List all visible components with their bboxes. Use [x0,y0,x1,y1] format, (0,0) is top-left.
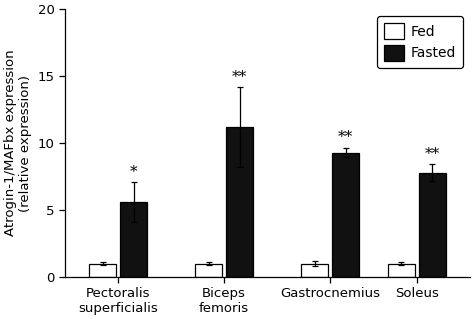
Bar [301,264,328,277]
Y-axis label: Atrogin-1/MAFbx expression
(relative expression): Atrogin-1/MAFbx expression (relative exp… [4,50,32,236]
Legend: Fed, Fasted: Fed, Fasted [377,16,463,68]
Text: *: * [130,165,137,179]
Bar [195,264,222,277]
Text: **: ** [338,130,353,145]
Text: **: ** [232,70,247,84]
Bar [120,202,147,277]
Text: **: ** [425,146,440,160]
Bar [226,127,253,277]
Bar [332,152,359,277]
Bar [388,264,415,277]
Bar [419,173,446,277]
Bar [89,264,116,277]
